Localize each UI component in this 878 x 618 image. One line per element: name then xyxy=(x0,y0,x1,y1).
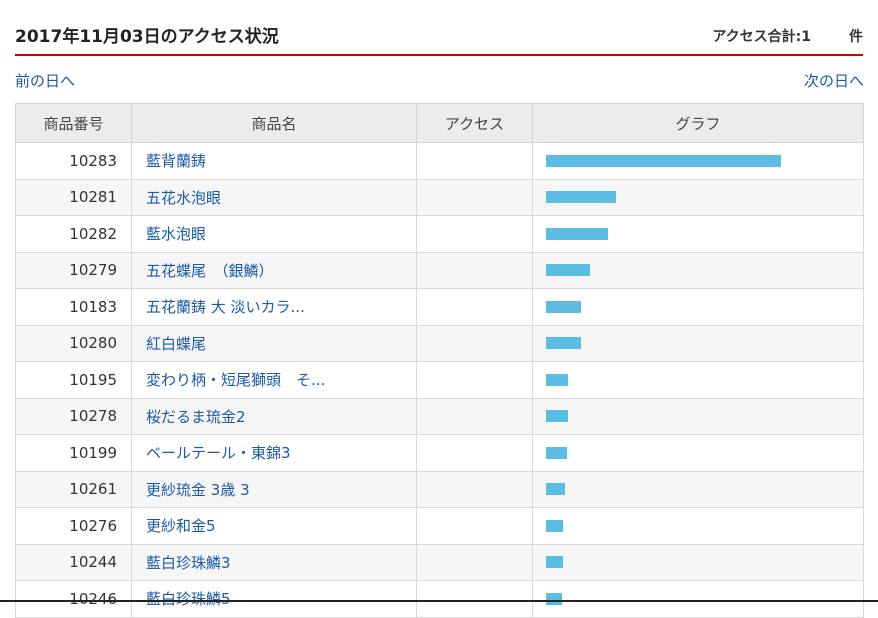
access-cell xyxy=(416,543,533,581)
graph-cell xyxy=(532,251,864,289)
column-header: 商品番号 xyxy=(15,103,132,143)
column-header: アクセス xyxy=(416,103,533,143)
product-name[interactable]: 桜だるま琉金2 xyxy=(131,397,417,435)
column-header: 商品名 xyxy=(131,103,417,143)
product-id: 10278 xyxy=(15,397,132,435)
product-name[interactable]: 五花蘭鋳 大 淡いカラ... xyxy=(131,288,417,326)
row: 10261 更紗琉金 3歳 3 xyxy=(15,470,864,508)
access-cell xyxy=(416,215,533,253)
row: 10278 桜だるま琉金2 xyxy=(15,397,864,435)
access-total: アクセス合計:1 xyxy=(712,29,811,45)
next-link[interactable]: 次の日へ xyxy=(803,72,864,90)
product-name[interactable]: ベールテール・東錦3 xyxy=(131,434,417,472)
bar xyxy=(546,519,563,532)
product-id: 10261 xyxy=(15,470,132,508)
page: 2017年11月03日のアクセス状況 アクセス合計:1 件 前の日へ 次の日へ … xyxy=(0,20,878,618)
graph-cell xyxy=(532,434,864,472)
bar xyxy=(546,300,581,313)
bar xyxy=(546,410,568,423)
graph-cell xyxy=(532,361,864,399)
row: 10283 藍背蘭鋳 xyxy=(15,142,864,180)
product-id: 10280 xyxy=(15,324,132,362)
access-cell xyxy=(416,397,533,435)
row: 10183 五花蘭鋳 大 淡いカラ... xyxy=(15,288,864,326)
product-id: 10283 xyxy=(15,142,132,180)
edge xyxy=(0,600,878,602)
product-id: 10282 xyxy=(15,215,132,253)
graph-cell xyxy=(532,507,864,545)
access-table: 商品番号 商品名 アクセス グラフ 10283 藍背蘭鋳 10281 五花水泡眼 10282 藍水… xyxy=(15,103,864,618)
product-name[interactable]: 五花水泡眼 xyxy=(131,178,417,216)
graph-cell xyxy=(532,580,864,618)
graph-cell xyxy=(532,178,864,216)
row: 10281 五花水泡眼 xyxy=(15,178,864,216)
row: 10276 更紗和金5 xyxy=(15,507,864,545)
product-name[interactable]: 藍白珍珠鱗5 xyxy=(131,580,417,618)
bar xyxy=(546,373,568,386)
bar xyxy=(546,483,565,496)
access-cell xyxy=(416,324,533,362)
product-id: 10279 xyxy=(15,251,132,289)
product-name[interactable]: 五花蝶尾 （銀鱗） xyxy=(131,251,417,289)
product-name[interactable]: 変わり柄・短尾獅頭 そ... xyxy=(131,361,417,399)
unit: 件 xyxy=(849,29,863,45)
column-header: グラフ xyxy=(532,103,864,143)
access-cell xyxy=(416,470,533,508)
row: 10199 ベールテール・東錦3 xyxy=(15,434,864,472)
row: 10244 藍白珍珠鱗3 xyxy=(15,543,864,581)
bar xyxy=(546,154,781,167)
graph-cell xyxy=(532,142,864,180)
graph-cell xyxy=(532,470,864,508)
product-id: 10195 xyxy=(15,361,132,399)
product-name[interactable]: 藍白珍珠鱗3 xyxy=(131,543,417,581)
product-id: 10244 xyxy=(15,543,132,581)
product-name[interactable]: 更紗和金5 xyxy=(131,507,417,545)
bar xyxy=(546,592,562,605)
bar xyxy=(546,337,581,350)
graph-cell xyxy=(532,543,864,581)
bar xyxy=(546,446,567,459)
access-cell xyxy=(416,178,533,216)
prev-link[interactable]: 前の日へ xyxy=(15,72,76,90)
bar xyxy=(546,191,616,204)
access-cell xyxy=(416,251,533,289)
row: 10282 藍水泡眼 xyxy=(15,215,864,253)
row: 10246藍白珍珠鱗5 xyxy=(15,580,864,618)
row: 10195 変わり柄・短尾獅頭 そ... xyxy=(15,361,864,399)
row: 10280 紅白蝶尾 xyxy=(15,324,864,362)
product-id: 10276 xyxy=(15,507,132,545)
product-name[interactable]: 更紗琉金 3歳 3 xyxy=(131,470,417,508)
access-cell xyxy=(416,288,533,326)
bar xyxy=(546,556,563,569)
access-cell xyxy=(416,507,533,545)
graph-cell xyxy=(532,397,864,435)
graph-cell xyxy=(532,215,864,253)
row: 10279 五花蝶尾 （銀鱗） xyxy=(15,251,864,289)
product-name[interactable]: 紅白蝶尾 xyxy=(131,324,417,362)
bar xyxy=(546,264,590,277)
product-id: 10199 xyxy=(15,434,132,472)
page-title: 2017年11月03日のアクセス状況 xyxy=(15,27,279,47)
product-name[interactable]: 藍水泡眼 xyxy=(131,215,417,253)
product-id: 10281 xyxy=(15,178,132,216)
graph-cell xyxy=(532,288,864,326)
access-cell xyxy=(416,580,533,618)
access-cell xyxy=(416,142,533,180)
bar xyxy=(546,227,608,240)
product-name[interactable]: 藍背蘭鋳 xyxy=(131,142,417,180)
header: 2017年11月03日のアクセス状況 アクセス合計:1 件 xyxy=(15,20,863,56)
access-cell xyxy=(416,434,533,472)
product-id: 10183 xyxy=(15,288,132,326)
graph-cell xyxy=(532,324,864,362)
access-cell xyxy=(416,361,533,399)
product-id: 10246 xyxy=(15,580,132,618)
